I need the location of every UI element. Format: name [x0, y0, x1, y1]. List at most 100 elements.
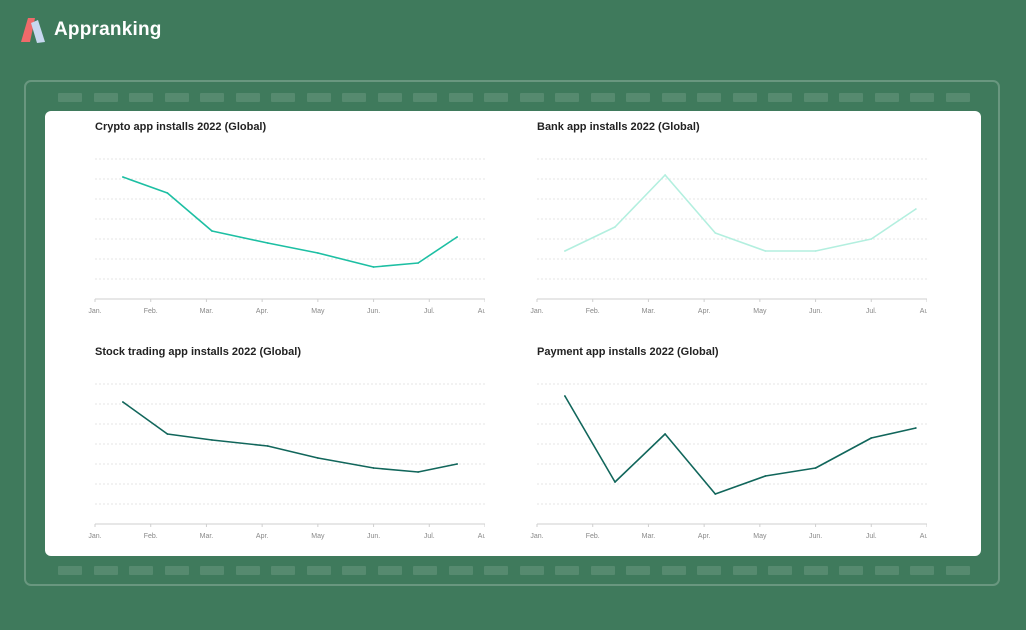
perforation-hole [129, 93, 153, 102]
x-tick-label: Jan. [88, 533, 101, 540]
data-point [664, 433, 667, 435]
data-point [764, 475, 767, 477]
x-tick-label: May [311, 533, 325, 540]
series-line [122, 401, 458, 473]
data-point [664, 174, 667, 176]
perforation-hole [235, 566, 260, 575]
stock-trading-installs-chart: Jan. Feb. Mar. Apr. May Jun. Jul. Aug. Stock tr… [45, 336, 485, 546]
perforation-hole [803, 566, 828, 575]
perforation-hole [945, 566, 970, 575]
perforation-hole [732, 93, 757, 102]
perforation-hole [448, 93, 473, 102]
series-line [564, 395, 917, 495]
perforation-hole [271, 566, 295, 575]
perforation-hole [910, 566, 934, 575]
x-tick-label: Apr. [698, 308, 711, 315]
x-tick-label: Jan. [530, 308, 543, 315]
perforation-hole [58, 93, 82, 102]
data-point [914, 427, 917, 429]
x-tick-label: Aug. [478, 533, 485, 540]
perforation-hole [626, 566, 650, 575]
data-point [814, 467, 817, 469]
line-chart-svg: Jan. Feb. Mar. Apr. May Jun. Jul. Aug. [88, 383, 485, 540]
charts-panel: Jan. Feb. Mar. Apr. May Jun. Jul. Aug. Crypto a… [45, 111, 981, 556]
data-point [316, 457, 319, 459]
data-point [121, 176, 124, 178]
data-point [211, 439, 213, 441]
brand-logo: Appranking [18, 15, 162, 45]
perforation-hole [93, 93, 118, 102]
perforation-hole [697, 566, 721, 575]
data-point [714, 232, 717, 234]
data-point [614, 481, 616, 483]
x-tick-label: Feb. [586, 308, 600, 315]
perforation-hole [874, 566, 899, 575]
line-chart-svg: Jan. Feb. Mar. Apr. May Jun. Jul. Aug. [530, 383, 927, 540]
x-tick-label: Jan. [88, 308, 101, 315]
x-tick-label: May [311, 308, 325, 315]
data-point [166, 192, 169, 194]
data-point [714, 493, 717, 495]
x-tick-label: Apr. [256, 533, 269, 540]
chart-title: Bank app installs 2022 (Global) [537, 121, 700, 133]
data-point [870, 437, 873, 439]
x-tick-label: Jun. [809, 533, 822, 540]
perforation-hole [945, 93, 970, 102]
film-frame [24, 80, 1000, 586]
appranking-logo-icon [18, 15, 46, 45]
film-perforations-top [24, 93, 1000, 103]
perforation-hole [306, 566, 331, 575]
perforation-hole [58, 566, 82, 575]
data-point [211, 230, 213, 232]
x-tick-label: Feb. [144, 533, 158, 540]
data-point [764, 250, 767, 252]
x-tick-label: Mar. [642, 308, 656, 315]
perforation-hole [200, 93, 224, 102]
x-tick-label: Jul. [424, 533, 435, 540]
x-tick-label: Aug. [920, 533, 927, 540]
x-tick-label: Aug. [478, 308, 485, 315]
perforation-hole [377, 93, 402, 102]
x-tick-label: Mar. [642, 533, 656, 540]
perforation-hole [164, 566, 189, 575]
perforation-hole [413, 93, 437, 102]
perforation-hole [555, 566, 579, 575]
data-point [266, 242, 269, 244]
perforation-hole [661, 566, 686, 575]
data-point [563, 395, 566, 397]
x-tick-label: Apr. [698, 533, 711, 540]
perforation-hole [839, 93, 863, 102]
data-point [614, 226, 616, 228]
chart-title: Crypto app installs 2022 (Global) [95, 121, 267, 133]
bank-installs-chart: Jan. Feb. Mar. Apr. May Jun. Jul. Aug. Bank app… [487, 111, 927, 321]
perforation-hole [342, 566, 366, 575]
perforation-hole [519, 93, 544, 102]
payment-installs-chart: Jan. Feb. Mar. Apr. May Jun. Jul. Aug. Payment … [487, 336, 927, 546]
perforation-hole [306, 93, 331, 102]
data-point [563, 250, 566, 252]
data-point [372, 266, 375, 268]
perforation-hole [235, 93, 260, 102]
data-point [456, 463, 459, 465]
x-tick-label: Apr. [256, 308, 269, 315]
perforation-hole [93, 566, 118, 575]
data-point [417, 262, 420, 264]
film-perforations-bottom [24, 566, 1000, 576]
x-tick-label: May [753, 308, 767, 315]
perforation-hole [768, 93, 792, 102]
perforation-hole [519, 566, 544, 575]
perforation-hole [590, 566, 615, 575]
perforation-hole [200, 566, 224, 575]
perforation-hole [271, 93, 295, 102]
data-point [456, 236, 459, 238]
perforation-hole [768, 566, 792, 575]
perforation-hole [590, 93, 615, 102]
perforation-hole [732, 566, 757, 575]
perforation-hole [803, 93, 828, 102]
data-point [417, 471, 420, 473]
data-point [316, 252, 319, 254]
x-tick-label: Mar. [200, 533, 214, 540]
perforation-hole [661, 93, 686, 102]
series-line [564, 174, 917, 252]
perforation-hole [555, 93, 579, 102]
